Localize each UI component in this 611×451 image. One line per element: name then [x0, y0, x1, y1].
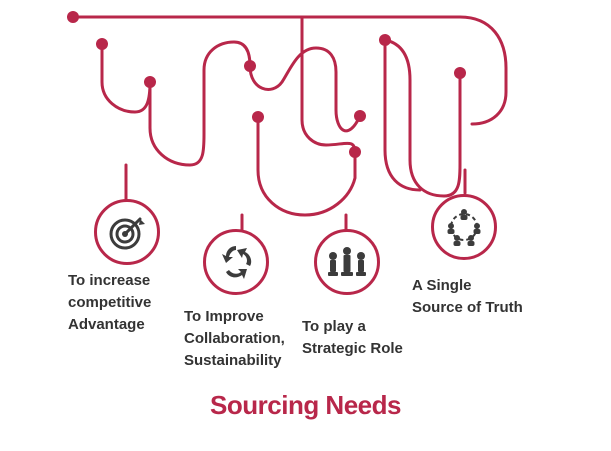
- team-network-icon: [431, 194, 497, 260]
- wire-group: [71, 15, 508, 234]
- wire-center-loop: [256, 115, 357, 217]
- wire-top-trunk: [71, 15, 508, 126]
- wire-mid-arc: [248, 46, 362, 133]
- diagram-title: Sourcing Needs: [210, 390, 401, 420]
- wire-center-drop: [300, 15, 357, 154]
- wire-endpoint-dot: [67, 11, 79, 23]
- chess-pieces-icon: [314, 229, 380, 295]
- wire-endpoint-dot: [244, 60, 256, 72]
- wire-endpoint-dot: [349, 146, 361, 158]
- wire-right-upper: [383, 38, 462, 198]
- need-label-truth: A Single Source of Truth: [412, 277, 523, 316]
- wire-right-inner: [383, 38, 422, 192]
- wire-endpoint-dot: [96, 38, 108, 50]
- wire-endpoints: [67, 11, 466, 158]
- need-label-strategic: To play a Strategic Role: [302, 318, 403, 357]
- wire-endpoint-dot: [454, 67, 466, 79]
- need-label-collaboration: To Improve Collaboration, Sustainability: [184, 308, 285, 369]
- need-label-advantage: To increase competitive Advantage: [68, 272, 152, 333]
- recycle-icon: [203, 229, 269, 295]
- wire-endpoint-dot: [252, 111, 264, 123]
- wire-left-loop: [148, 40, 252, 167]
- wire-target: [100, 42, 152, 114]
- wire-endpoint-dot: [144, 76, 156, 88]
- target-icon: [94, 199, 160, 265]
- wire-endpoint-dot: [379, 34, 391, 46]
- wire-endpoint-dot: [354, 110, 366, 122]
